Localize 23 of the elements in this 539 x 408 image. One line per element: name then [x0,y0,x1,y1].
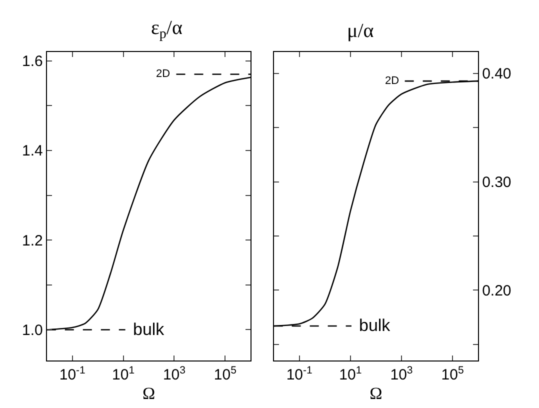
x-tick-label: 10$^{1}$ [339,364,362,384]
y-tick-label: 1.4 [22,142,43,160]
x-tick-label: 10$^{3}$ [162,364,186,384]
chart-title: μ/α [347,20,374,42]
x-tick-label: 10$^{-1}$ [59,364,86,384]
chart-title: ε$_{p}$/α [151,17,183,42]
x-tick-label: 10$^{3}$ [390,364,413,384]
y-tick-label: 1.0 [22,322,43,339]
x-tick-label: 10$^{-1}$ [286,364,313,384]
series-label: 2D [385,75,400,87]
x-axis-title: Ω [370,384,382,404]
y-tick-label: 1.2 [22,232,43,250]
x-axis-title: Ω [142,384,156,404]
x-tick-label: 10$^{5}$ [441,364,464,384]
x-tick-label: 10$^{5}$ [214,364,237,384]
series-label: bulk [359,316,391,335]
x-tick-label: 10$^{1}$ [112,364,135,384]
series-label: bulk [133,320,165,339]
y2-tick-label: 0.20 [482,282,512,300]
y2-tick-label: 0.40 [482,66,512,83]
y-tick-label: 1.6 [22,53,43,70]
y2-tick-label: 0.30 [482,174,512,192]
series-label: 2D [156,68,170,80]
